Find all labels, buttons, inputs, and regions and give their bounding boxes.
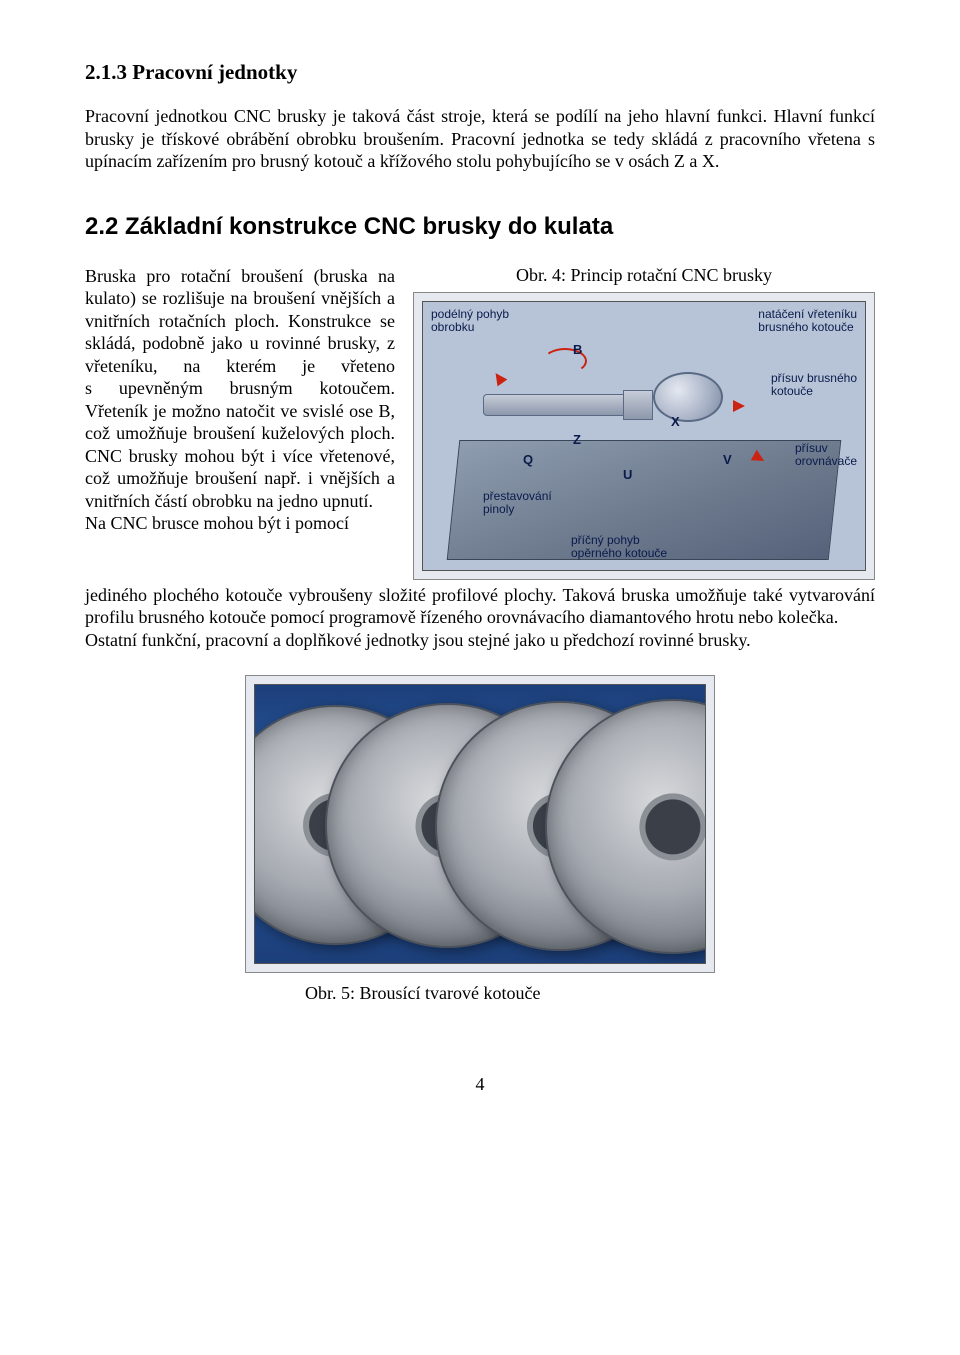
diagram-label: příčný pohyb opěrného kotouče [571,534,667,560]
diagram-label: přísuv brusného kotouče [771,372,857,398]
axis-b-label: B [573,342,582,357]
figure-4: Obr. 4: Princip rotační CNC brusky podél… [413,265,875,580]
body-left: Bruska pro rotační broušení (bruska na k… [85,265,395,535]
heading-213: 2.1.3 Pracovní jednotky [85,60,875,85]
grinding-wheel-icon [653,372,723,422]
diagram-label: přestavování pinoly [483,490,552,516]
figure-5-caption: Obr. 5: Brousící tvarové kotouče [305,983,875,1004]
diagram-label: natáčení vřeteníku brusného kotouče [758,308,857,334]
diagram-cnc-grinder: podélný pohyb obrobku natáčení vřeteníku… [422,301,866,571]
figure-4-caption: Obr. 4: Princip rotační CNC brusky [413,265,875,286]
page-number: 4 [85,1074,875,1095]
workpiece-spindle-shape [483,394,633,416]
diagram-label: přísuv orovnávače [795,442,857,468]
arrow-icon [491,369,508,386]
axis-x-label: X [671,414,680,429]
grinding-wheels-photo [254,684,706,964]
diagram-label: podélný pohyb obrobku [431,308,509,334]
axis-z-label: Z [573,432,581,447]
diagram-frame: podélný pohyb obrobku natáčení vřeteníku… [413,292,875,580]
figure-5 [245,675,715,973]
axis-q-label: Q [523,452,533,467]
two-column-layout: Bruska pro rotační broušení (bruska na k… [85,265,875,580]
arrow-icon [733,400,745,412]
para-213: Pracovní jednotkou CNC brusky je taková … [85,105,875,173]
tailstock-shape [623,390,653,420]
body-after: jediného plochého kotouče vybroušeny slo… [85,584,875,652]
axis-v-label: V [723,452,732,467]
axis-u-label: U [623,467,632,482]
heading-22: 2.2 Základní konstrukce CNC brusky do ku… [85,213,875,241]
